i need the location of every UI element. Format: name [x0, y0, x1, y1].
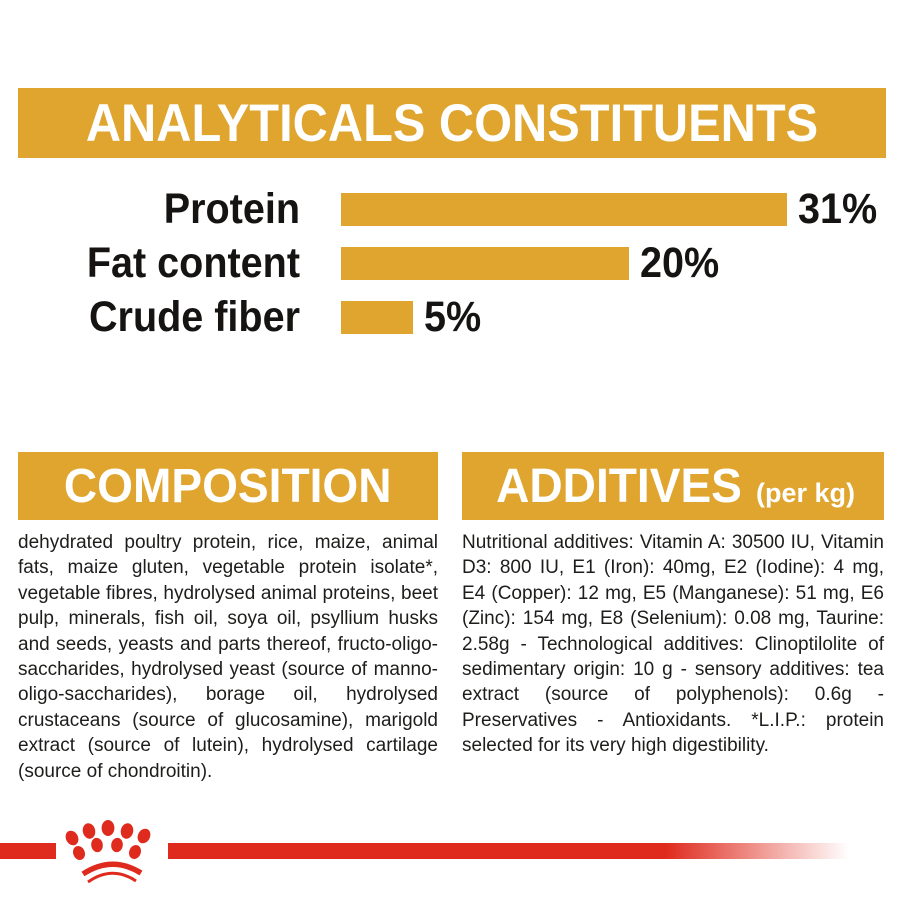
analyticals-header-banner: ANALYTICALS CONSTITUENTS: [18, 88, 886, 158]
composition-body-text: dehydrated poultry protein, rice, maize,…: [18, 532, 438, 782]
composition-title: COMPOSITION: [64, 459, 392, 513]
chart-bar: [341, 192, 787, 226]
additives-title: ADDITIVES: [496, 459, 742, 513]
chart-value-label: 20%: [640, 238, 720, 287]
additives-body-text: Nutritional additives: Vitamin A: 30500 …: [462, 532, 884, 757]
info-columns: COMPOSITION dehydrated poultry protein, …: [18, 452, 884, 784]
chart-value-label: 5%: [424, 292, 482, 341]
chart-category-label: Fat content: [86, 238, 300, 287]
brand-line-left: [0, 843, 56, 859]
composition-header-banner: COMPOSITION: [18, 452, 438, 520]
chart-row: Fat content 20%: [0, 236, 900, 290]
additives-header-banner: ADDITIVES (per kg): [462, 452, 884, 520]
additives-section: ADDITIVES (per kg) Nutritional additives…: [462, 452, 884, 784]
chart-row: Crude fiber 5%: [0, 290, 900, 344]
chart-category-label: Crude fiber: [88, 292, 300, 341]
analyticals-header-title: ANALYTICALS CONSTITUENTS: [85, 93, 819, 153]
additives-title-suffix: (per kg): [756, 477, 856, 508]
chart-row: Protein 31%: [0, 182, 900, 236]
chart-bar: [341, 300, 413, 334]
analytical-constituents-chart: Protein 31% Fat content 20% Crude fiber …: [0, 182, 900, 344]
brand-line-right: [168, 843, 900, 859]
chart-value-label: 31%: [798, 184, 878, 233]
composition-section: COMPOSITION dehydrated poultry protein, …: [18, 452, 438, 784]
chart-bar: [341, 246, 629, 280]
chart-category-label: Protein: [163, 184, 300, 233]
royal-canin-crown-logo: [65, 820, 151, 884]
